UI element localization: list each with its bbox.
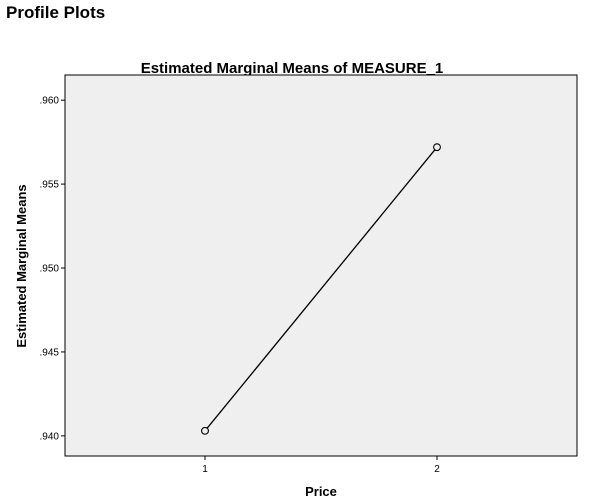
- plot-area: [64, 74, 578, 457]
- y-tick-label: .955: [40, 180, 60, 191]
- y-axis: .940 .945 .950 .955 .960: [40, 96, 65, 442]
- y-tick-label: .960: [40, 96, 60, 107]
- y-tick-label: .940: [40, 431, 60, 442]
- data-point: [201, 426, 209, 435]
- y-tick-label: .945: [40, 347, 60, 358]
- x-tick-label: 2: [434, 464, 440, 475]
- x-axis-label: Price: [305, 484, 337, 499]
- chart-title: Estimated Marginal Means of MEASURE_1: [141, 60, 444, 77]
- y-tick-label: .950: [40, 264, 60, 275]
- section-title: Profile Plots: [6, 3, 106, 22]
- y-axis-label: Estimated Marginal Means: [14, 184, 29, 347]
- data-point: [433, 143, 441, 152]
- series-layer: [201, 143, 441, 435]
- x-tick-label: 1: [202, 464, 208, 475]
- series-line: [204, 146, 438, 432]
